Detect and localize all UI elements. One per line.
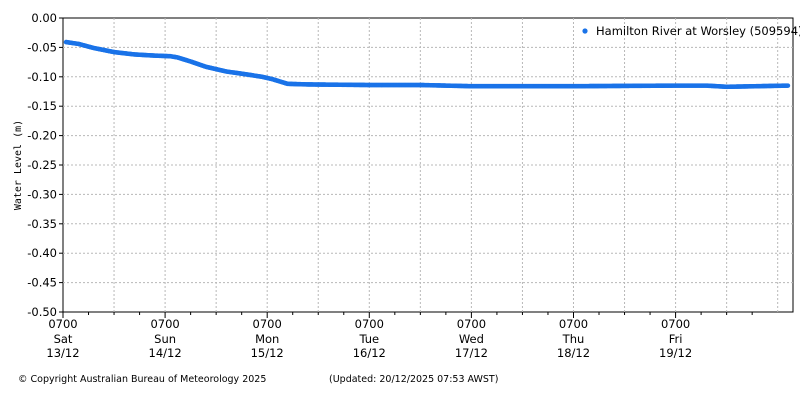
y-tick-label: -0.10 <box>27 70 57 84</box>
y-tick-label: -0.20 <box>27 129 57 143</box>
x-tick-label: 0700 Thu 18/12 <box>557 317 590 360</box>
y-tick-label: -0.45 <box>27 276 57 290</box>
legend-label: Hamilton River at Worsley (509594) <box>596 24 800 38</box>
x-tick-label-line: 0700 <box>661 317 690 331</box>
y-axis-label: Water Level (m) <box>13 120 24 210</box>
x-tick-label-line: 0700 <box>457 317 486 331</box>
x-tick-label-line: 0700 <box>253 317 282 331</box>
x-tick-label-line: Tue <box>358 332 379 346</box>
series-markers <box>63 39 791 90</box>
y-tick-label: -0.30 <box>27 187 57 201</box>
copyright-text: © Copyright Australian Bureau of Meteoro… <box>18 374 267 385</box>
x-tick-label-line: 0700 <box>150 317 179 331</box>
x-tick-label-line: 0700 <box>48 317 77 331</box>
x-tick-label: 0700 Wed 17/12 <box>455 317 488 360</box>
y-tick-label: -0.50 <box>27 305 57 319</box>
y-axis-ticks: 0.00 -0.05 -0.10 -0.15 -0.20 -0.25 -0.30 -0.35 -… <box>27 11 63 319</box>
x-tick-label-line: Sat <box>54 332 73 346</box>
x-tick-label-line: 17/12 <box>455 346 488 360</box>
x-tick-label-line: 0700 <box>559 317 588 331</box>
data-point <box>785 83 791 88</box>
updated-text: (Updated: 20/12/2025 07:53 AWST) <box>329 374 499 385</box>
x-tick-label-line: 14/12 <box>149 346 182 360</box>
y-tick-label: 0.00 <box>31 11 57 25</box>
y-tick-label: -0.25 <box>27 158 57 172</box>
x-tick-label-line: 18/12 <box>557 346 590 360</box>
y-tick-label: -0.35 <box>27 217 57 231</box>
y-tick-label: -0.05 <box>27 40 57 54</box>
x-tick-label: 0700 Mon 15/12 <box>251 317 284 360</box>
legend-marker <box>582 28 588 34</box>
legend: Hamilton River at Worsley (509594) <box>582 24 800 38</box>
x-tick-label-line: 19/12 <box>659 346 692 360</box>
x-tick-label-line: 0700 <box>355 317 384 331</box>
x-tick-label-line: 16/12 <box>353 346 386 360</box>
x-tick-label-line: Sun <box>154 332 176 346</box>
grid-lines <box>63 18 793 312</box>
x-tick-label-line: Wed <box>459 332 484 346</box>
x-tick-label: 0700 Sat 13/12 <box>46 317 79 360</box>
y-tick-label: -0.40 <box>27 246 57 260</box>
y-tick-label: -0.15 <box>27 99 57 113</box>
x-tick-label: 0700 Fri 19/12 <box>659 317 692 360</box>
x-tick-label: 0700 Tue 16/12 <box>353 317 386 360</box>
x-tick-label-line: Thu <box>562 332 585 346</box>
x-tick-label-line: 13/12 <box>46 346 79 360</box>
x-tick-label-line: Fri <box>669 332 683 346</box>
x-tick-label-line: Mon <box>255 332 279 346</box>
x-tick-label: 0700 Sun 14/12 <box>149 317 182 360</box>
x-tick-label-line: 15/12 <box>251 346 284 360</box>
